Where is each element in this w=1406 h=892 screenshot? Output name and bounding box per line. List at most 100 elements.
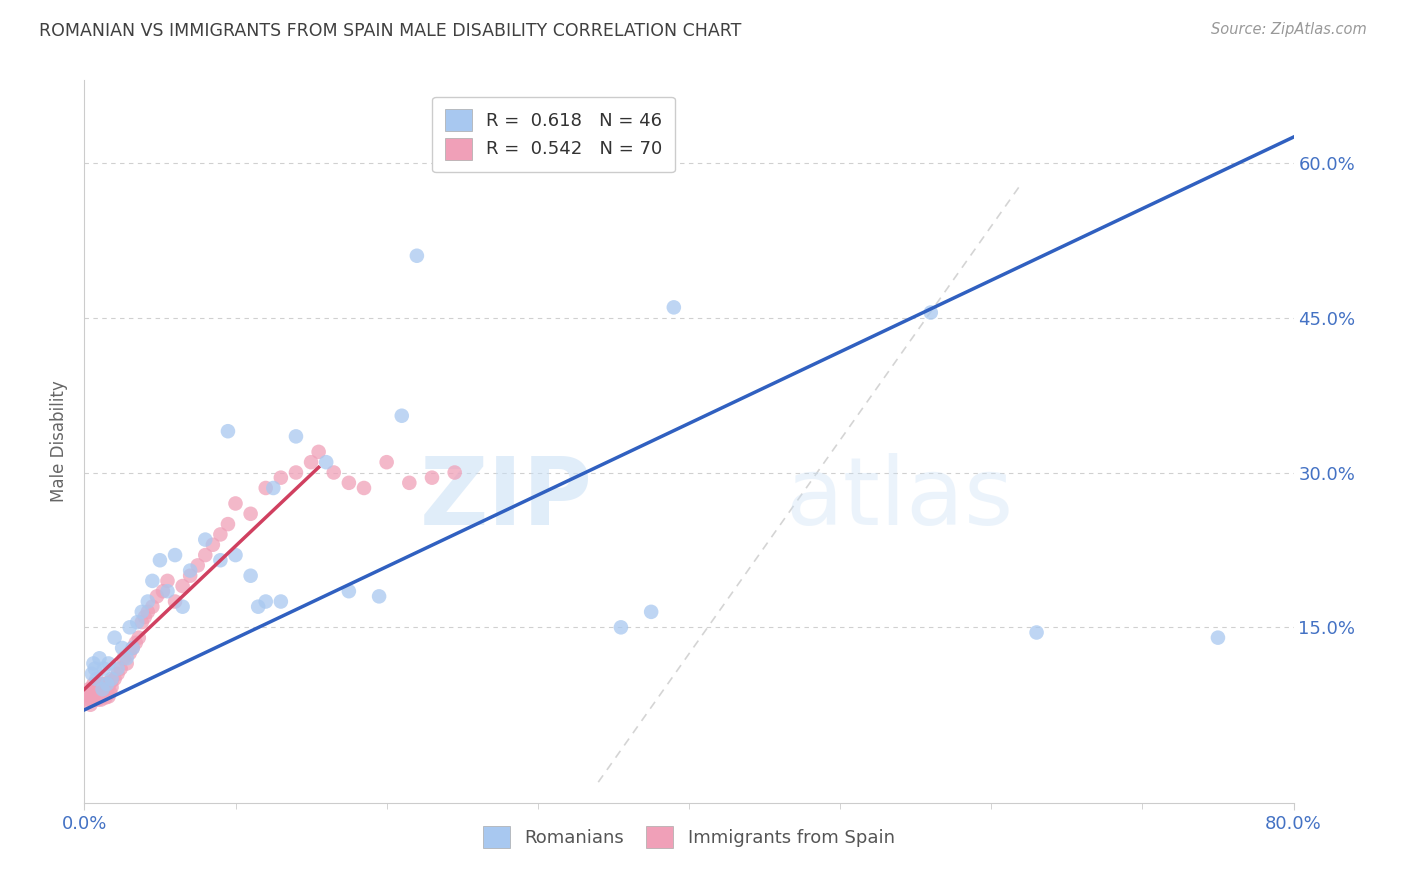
Point [125,636,148,650]
Point [87,692,110,706]
Point [398,475,420,490]
Point [225,548,247,562]
Point [308,445,330,459]
Point [97,657,120,671]
Point [165,594,187,608]
Point [115,651,138,665]
Point [146,590,169,604]
Y-axis label: Male Disability: Male Disability [51,381,69,502]
Point [118,646,141,660]
Point [90,682,112,697]
Point [90,692,112,706]
Point [89,687,111,701]
Point [94,678,117,692]
Point [112,651,135,665]
Point [337,475,360,490]
Point [194,548,217,562]
Point [179,568,201,582]
Point [98,685,121,699]
Point [920,305,942,319]
Point [187,558,209,573]
Point [121,640,143,655]
Point [131,605,153,619]
Point [1025,625,1047,640]
Point [136,594,159,608]
Point [299,455,322,469]
Point [353,481,375,495]
Point [194,533,217,547]
Text: ROMANIAN VS IMMIGRANTS FROM SPAIN MALE DISABILITY CORRELATION CHART: ROMANIAN VS IMMIGRANTS FROM SPAIN MALE D… [39,22,742,40]
Point [247,599,270,614]
Point [97,690,120,704]
Point [79,687,101,701]
Point [80,682,103,697]
Point [91,682,114,697]
Point [104,672,127,686]
Point [239,507,262,521]
Point [217,517,239,532]
Point [100,673,122,688]
Point [225,496,247,510]
Point [96,686,118,700]
Point [77,682,100,697]
Point [156,584,179,599]
Point [84,682,107,697]
Legend: Romanians, Immigrants from Spain: Romanians, Immigrants from Spain [477,819,901,855]
Point [270,471,292,485]
Point [285,466,308,480]
Point [209,553,232,567]
Point [89,677,111,691]
Point [76,687,98,701]
Point [80,692,103,706]
Point [96,676,118,690]
Point [179,564,201,578]
Point [93,684,115,698]
Point [134,610,156,624]
Point [115,657,138,671]
Point [420,471,443,485]
Point [375,455,398,469]
Point [97,679,120,693]
Point [84,662,107,676]
Point [217,424,239,438]
Point [86,687,108,701]
Point [209,527,232,541]
Point [79,698,101,712]
Point [141,599,163,614]
Point [149,553,172,567]
Point [111,640,134,655]
Point [86,672,108,686]
Point [172,579,194,593]
Point [118,620,141,634]
Point [100,672,122,686]
Point [121,640,143,655]
Point [80,666,103,681]
Point [315,455,337,469]
Point [368,590,391,604]
Point [254,594,277,608]
Point [322,466,344,480]
Point [91,677,114,691]
Point [77,692,100,706]
Point [201,538,224,552]
Point [610,620,633,634]
Point [86,677,108,691]
Point [1206,631,1229,645]
Point [93,680,115,694]
Point [136,605,159,619]
Point [127,615,149,630]
Point [100,680,122,694]
Point [172,599,194,614]
Point [128,631,150,645]
Point [87,682,110,697]
Point [337,584,360,599]
Point [82,677,104,691]
Point [107,662,129,676]
Point [131,615,153,630]
Point [662,301,685,315]
Point [84,692,107,706]
Point [82,657,104,671]
Point [93,662,115,676]
Point [91,687,114,701]
Point [94,690,117,705]
